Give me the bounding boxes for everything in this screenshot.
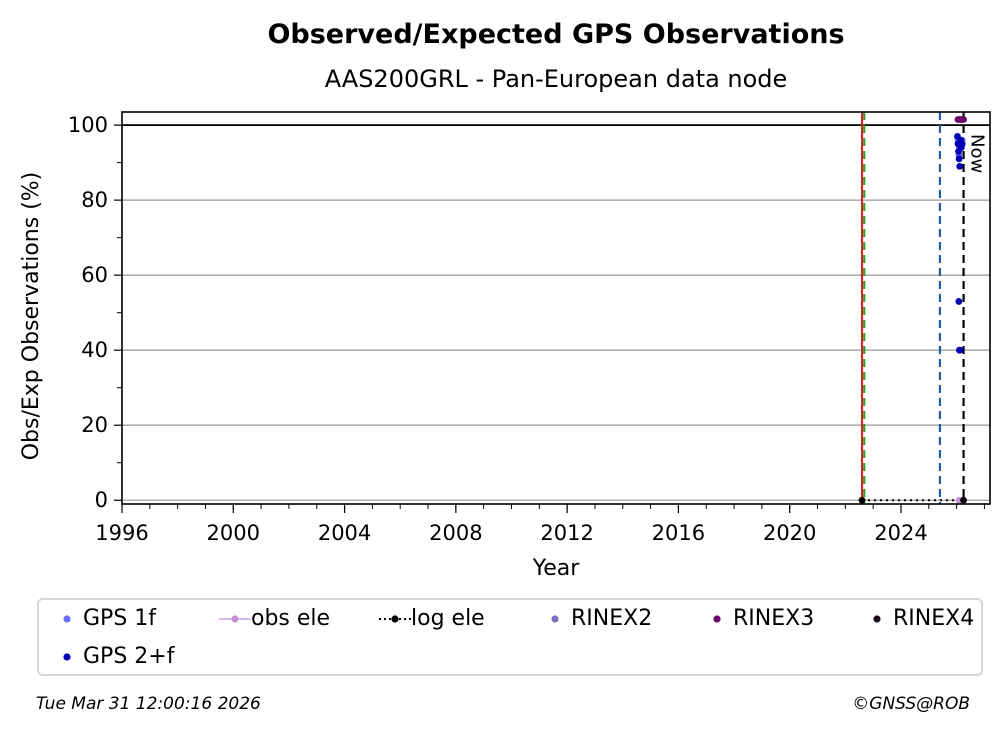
legend-item: obs ele — [219, 606, 330, 631]
y-tick-label: 40 — [81, 338, 108, 362]
legend-symbol — [63, 614, 71, 623]
legend-label: RINEX4 — [893, 606, 975, 631]
legend-symbol — [63, 652, 71, 661]
legend-item: GPS 2+f — [51, 644, 174, 669]
legend-label: obs ele — [251, 606, 331, 631]
legend-symbol — [713, 614, 721, 623]
data-point — [858, 496, 866, 504]
x-axis-label: Year — [532, 556, 581, 581]
legend-symbol — [551, 614, 559, 623]
legend-label: GPS 1f — [83, 606, 157, 631]
legend-symbol — [219, 614, 251, 623]
x-tick-label: 2008 — [429, 521, 482, 545]
legend-item: RINEX2 — [539, 606, 652, 631]
legend-label: GPS 2+f — [83, 644, 175, 669]
y-tick-label: 80 — [81, 188, 108, 212]
y-tick-label: 100 — [68, 113, 108, 137]
y-tick-label: 0 — [95, 488, 108, 512]
legend-item: GPS 1f — [51, 606, 156, 631]
x-tick-label: 2000 — [207, 521, 260, 545]
timestamp: Tue Mar 31 12:00:16 2026 — [36, 694, 261, 714]
legend-label: RINEX2 — [571, 606, 653, 631]
legend: GPS 1f obs ele log ele RINEX2 RINEX3 RINEX4 GP… — [37, 598, 983, 676]
x-tick-label: 1996 — [95, 521, 148, 545]
x-tick-label: 2020 — [763, 521, 816, 545]
y-tick-label: 20 — [81, 413, 108, 437]
chart-subtitle: AAS200GRL - Pan-European data node — [325, 65, 788, 93]
x-tick-label: 2004 — [318, 521, 371, 545]
data-point — [955, 298, 963, 305]
legend-label: RINEX3 — [733, 606, 815, 631]
data-point — [960, 496, 967, 504]
legend-item: RINEX4 — [861, 606, 974, 631]
legend-symbol — [379, 614, 411, 623]
y-axis-label: Obs/Exp Observations (%) — [19, 172, 44, 461]
now-label: Now — [967, 134, 988, 173]
data-point — [958, 140, 966, 148]
data-point — [956, 162, 964, 170]
chart-title: Observed/Expected GPS Observations — [267, 19, 844, 50]
legend-symbol — [873, 614, 881, 623]
data-point — [960, 116, 967, 123]
x-tick-label: 2024 — [874, 521, 927, 545]
data-point — [955, 155, 963, 163]
plot-frame — [121, 111, 991, 505]
legend-label: log ele — [411, 606, 485, 631]
plot-area: 0 20 40 60 80 100 1996 2000 2004 2008 2012 2016 2020… — [68, 111, 991, 545]
legend-item: log ele — [379, 606, 485, 631]
legend-item: RINEX3 — [701, 606, 814, 631]
credit: ©GNSS@ROB — [852, 694, 970, 714]
data-point — [956, 346, 964, 354]
x-tick-label: 2016 — [652, 521, 705, 545]
x-tick-label: 2012 — [540, 521, 593, 545]
y-tick-label: 60 — [81, 263, 108, 287]
